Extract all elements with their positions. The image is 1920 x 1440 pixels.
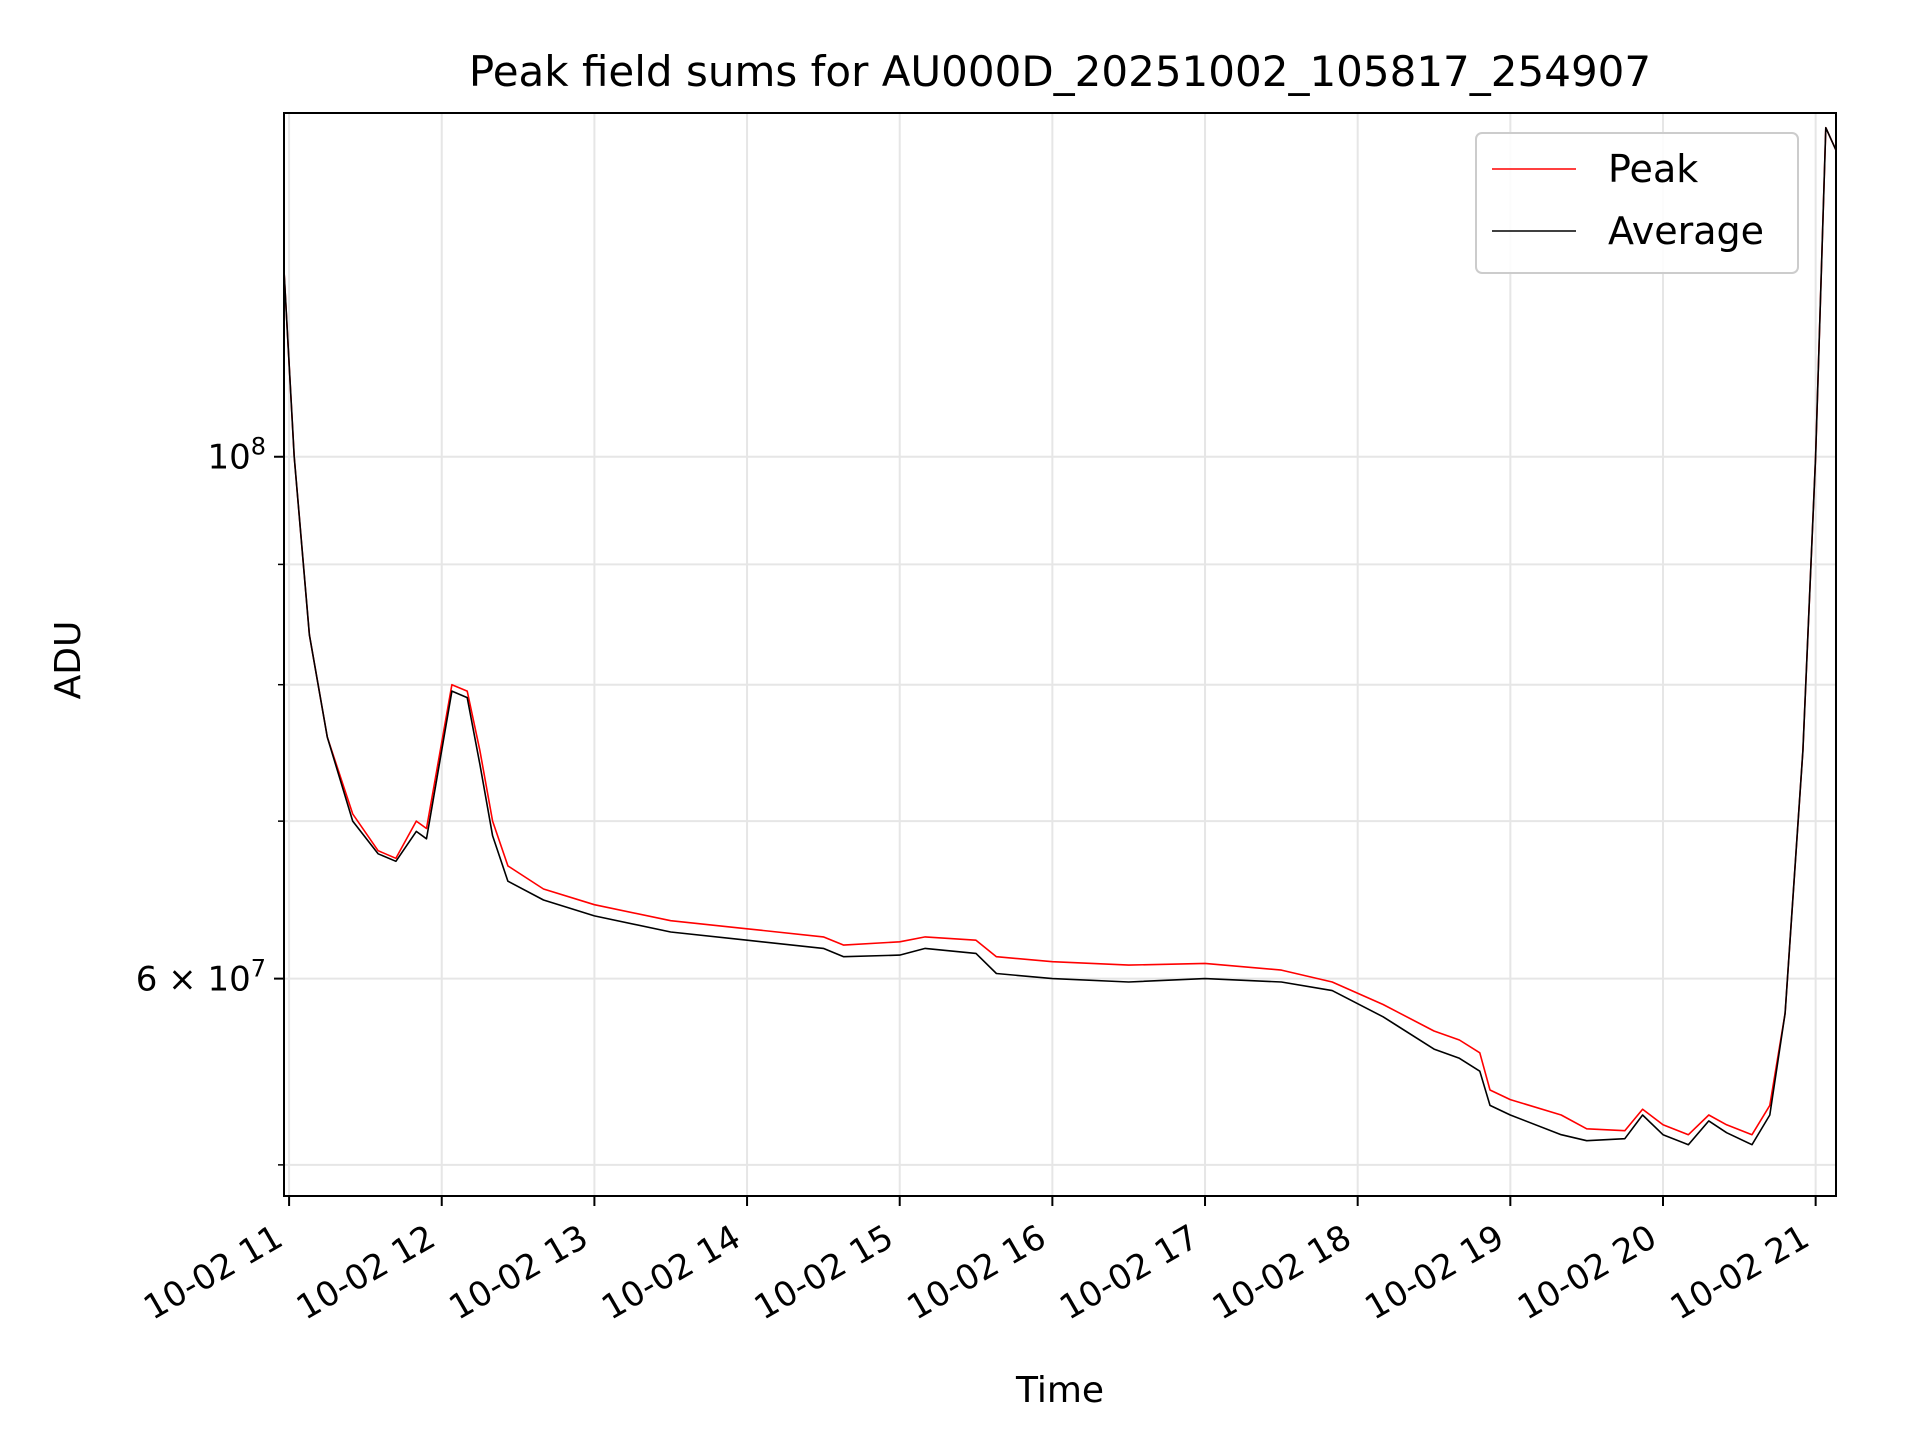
y-tick-label: 108 [207,433,266,478]
x-axis-label: Time [1015,1370,1104,1411]
series-line-average [283,126,1837,1146]
y-tick-label: 6 × 107 [136,955,266,1000]
chart-title: Peak field sums for AU000D_20251002_1058… [469,47,1651,96]
y-axis-label: ADU [48,621,89,700]
legend-label-peak: Peak [1608,147,1698,191]
series-layer [283,126,1837,1146]
plot-frame [283,112,1837,1197]
grid [284,113,1836,1196]
legend: Peak Average [1475,132,1799,274]
legend-box [1475,132,1799,274]
series-line-peak [283,126,1837,1136]
legend-label-average: Average [1608,209,1764,253]
